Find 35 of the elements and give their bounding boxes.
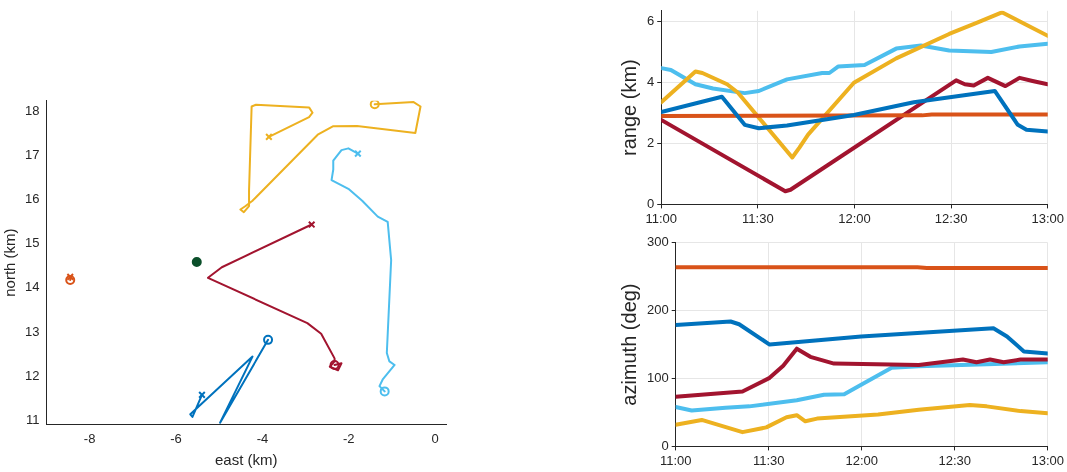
y-axis-title: range (km) (617, 59, 640, 156)
x-tick-label: -2 (343, 430, 355, 446)
x-tick-label: 0 (431, 430, 439, 446)
x-tick-label: 12:30 (938, 452, 971, 468)
y-tick-label: 15 (24, 235, 40, 251)
y-tick-label: 17 (24, 147, 40, 163)
y-tick-label: 6 (647, 13, 655, 29)
x-tick-label: 11:30 (752, 452, 785, 468)
x-tick-label: 11:00 (645, 210, 678, 226)
x-tick-label: 12:00 (838, 210, 871, 226)
y-tick-label: 4 (647, 74, 655, 90)
y-axis-title: north (km) (1, 228, 19, 297)
x-tick-label: 13:00 (1031, 210, 1065, 226)
x-tick-label: -4 (256, 430, 269, 446)
y-tick-label: 200 (646, 302, 669, 318)
x-tick-label: 13:00 (1031, 452, 1065, 468)
y-tick-label: 300 (646, 234, 669, 250)
x-tick-label: 12:00 (845, 452, 878, 468)
x-tick-label: 11:00 (659, 452, 692, 468)
y-tick-label: 18 (24, 103, 40, 119)
y-tick-label: 0 (647, 195, 655, 211)
y-tick-label: 16 (24, 191, 40, 207)
x-tick-label: 12:30 (934, 210, 968, 226)
y-tick-label: 12 (24, 367, 40, 383)
x-axis-title: east (km) (214, 451, 278, 469)
y-axis-title: azimuth (deg) (617, 283, 640, 406)
y-tick-label: 11 (25, 411, 40, 427)
y-tick-label: 14 (24, 279, 40, 295)
x-tick-label: -8 (83, 430, 96, 446)
x-tick-label: -6 (170, 430, 182, 446)
point (191, 256, 202, 267)
y-tick-label: 2 (647, 135, 655, 150)
x-tick-label: 11:30 (742, 210, 774, 226)
y-tick-label: 13 (24, 323, 40, 339)
y-tick-label: 100 (646, 370, 669, 386)
